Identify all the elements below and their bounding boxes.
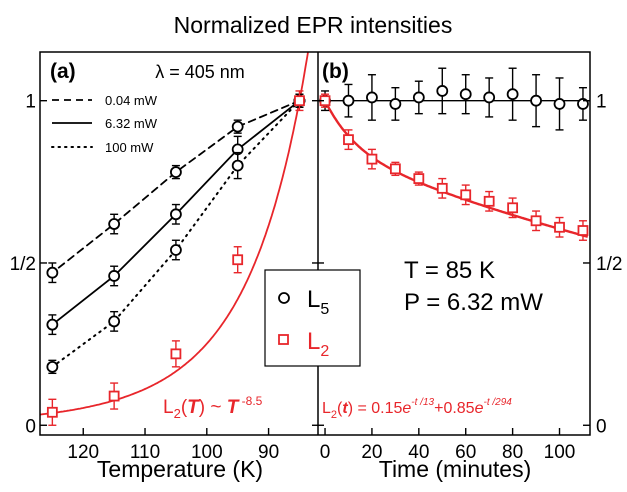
y-tick-label-left-2: 1 [25,92,36,113]
b-series-1-point-7 [483,195,495,207]
b-series-0-point-7 [483,91,496,104]
fit-curve-time [323,100,589,238]
b-series-0-point-9 [530,94,542,107]
a-series-2-point-3 [231,159,244,172]
temperature-annotation: T = 85 K [404,257,495,284]
b-series-1-point-4 [413,173,425,184]
figure-title: Normalized EPR intensities [174,12,453,38]
b-series-1-point-10 [554,221,565,233]
panel-a-label: (a) [50,60,76,83]
legend-label-0: 0.04 mW [105,93,158,108]
x-tick-label-b-3: 60 [455,442,476,463]
b-series-0-point-2 [366,91,378,104]
b-series-1-point-6 [460,189,472,201]
x-axis-label-a: Temperature (K) [97,456,263,482]
legend-l2-label: L2 [307,328,329,360]
plot-frame [39,51,591,436]
x-tick-label-b-2: 40 [408,442,429,463]
a-series-2-point-0 [46,360,59,373]
b-series-1-point-5 [436,182,448,194]
a-series-2-point-2 [170,244,182,256]
b-series-0-point-5 [436,85,449,97]
b-series-1-point-2 [366,153,378,165]
a-series-3-point-2 [170,348,182,360]
x-tick-label-b-4: 80 [502,442,523,463]
panel-b-label: (b) [322,60,349,83]
x-axis-label-b: Time (minutes) [379,456,532,482]
b-series-0-point-8 [506,88,519,101]
x-tick-label-a-3: 90 [258,442,279,463]
a-series-1-point-2 [170,208,182,221]
b-series-0-point-4 [412,91,425,104]
a-series-2-point-1 [108,315,121,328]
b-series-0-point-6 [459,88,472,101]
y-tick-label-right-0: 0 [596,416,607,437]
a-series-1-point-1 [108,270,121,282]
b-series-1-point-11 [577,225,589,236]
axes: 120 110 100 90 0 20 40 60 80 100 0 1/2 1 0 1/2 1 [10,92,623,463]
a-series-3-point-4 [294,95,305,107]
x-tick-label-a-0: 120 [67,442,99,463]
a-series-0-point-3 [231,120,244,133]
species-legend: L5 L2 [264,269,361,367]
data-markers [46,67,589,426]
y-tick-label-right-2: 1 [596,92,607,113]
a-series-1-point-0 [46,318,59,331]
a-series-0-point-1 [108,218,121,230]
legend-square-marker [278,334,289,345]
b-series-1-point-3 [389,163,401,175]
legend-label-2: 100 mW [105,140,154,155]
x-tick-label-b-0: 0 [320,442,331,463]
power-line-dotted [51,99,301,368]
y-tick-label-left-1: 1/2 [10,254,36,275]
b-series-0-point-11 [577,98,589,110]
y-tick-label-left-0: 0 [25,416,36,437]
power-guide-lines [51,99,301,368]
power-annotation: P = 6.32 mW [404,289,543,316]
b-series-0-point-3 [389,98,402,110]
a-series-3-point-1 [108,390,120,402]
power-legend: 0.04 mW 6.32 mW 100 mW [51,93,158,155]
b-series-1-point-8 [507,202,519,214]
x-tick-label-b-1: 20 [361,442,382,463]
x-tick-label-b-5: 100 [544,442,576,463]
legend-label-1: 6.32 mW [105,116,158,131]
a-series-0-point-2 [170,166,182,178]
y-tick-label-right-1: 1/2 [596,254,622,275]
fit-formula-time: L2(t) = 0.15e-t /13+0.85e-t /294 [322,397,512,421]
a-series-3-point-0 [46,406,58,418]
b-series-1-point-9 [530,215,542,227]
a-series-0-point-0 [46,266,59,279]
legend-circle-marker [278,292,290,304]
fit-formula-temperature: L2(T) ~ T -8.5 [163,394,263,421]
b-series-1-point-1 [343,134,354,146]
x-tick-label-a-2: 100 [191,442,223,463]
legend-l5-label: L5 [307,286,329,318]
b-series-0-point-10 [553,98,566,110]
b-series-0-point-1 [342,94,355,107]
fit-curve-temperature [40,52,309,416]
species-legend-box [264,269,361,367]
wavelength-annotation: λ = 405 nm [155,62,245,82]
x-tick-label-a-1: 110 [130,442,160,463]
a-series-3-point-3 [232,254,244,266]
